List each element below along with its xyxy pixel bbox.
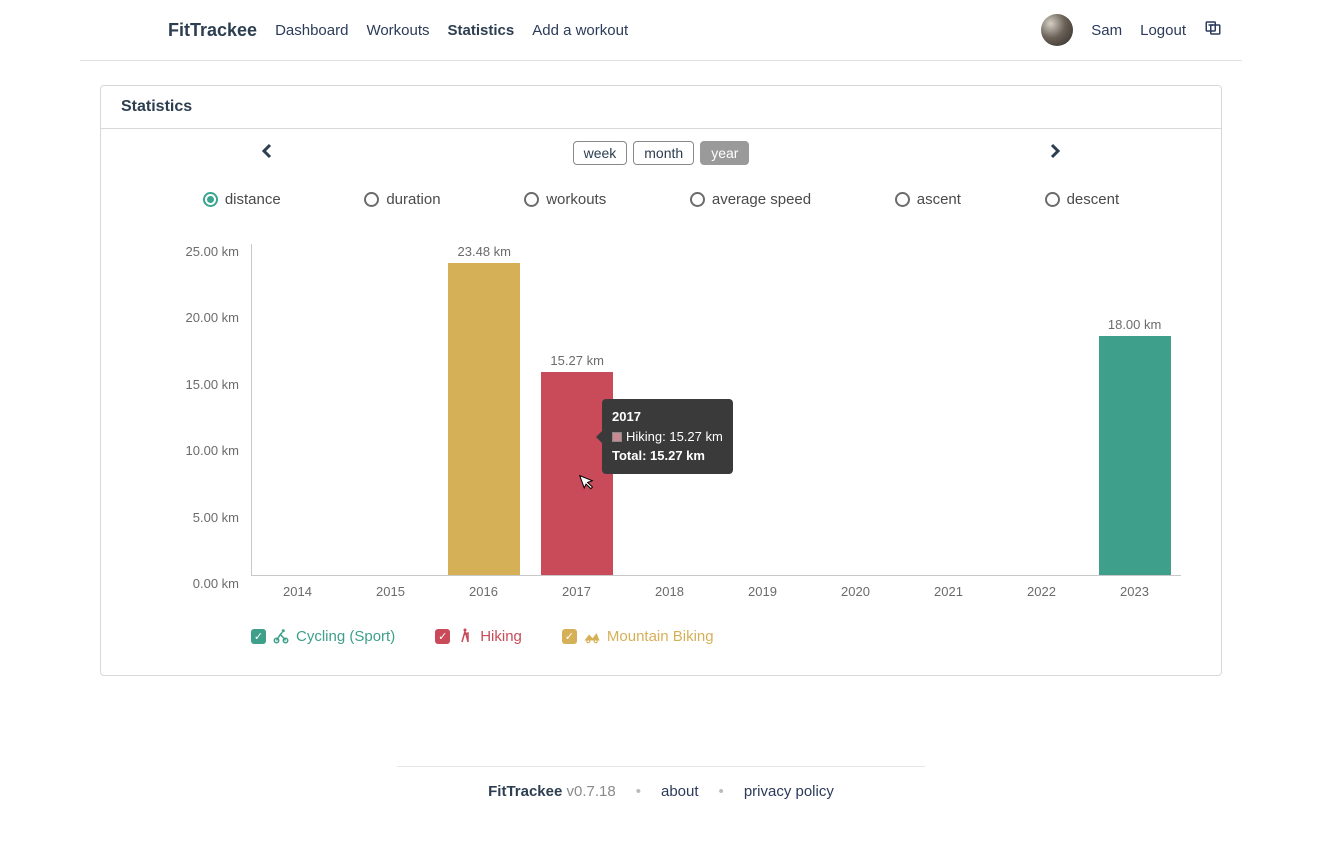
sport-icon	[272, 627, 290, 645]
nav-workouts[interactable]: Workouts	[366, 22, 429, 39]
checkbox-icon: ✓	[562, 629, 577, 644]
header-right: Sam Logout	[1041, 14, 1222, 46]
tooltip-total: Total: 15.27 km	[612, 446, 723, 466]
radio-icon	[203, 192, 218, 207]
x-axis: 2014201520162017201820192020202120222023	[251, 576, 1181, 599]
statistics-card: Statistics week month year distance durat…	[100, 85, 1222, 676]
avatar[interactable]	[1041, 14, 1073, 46]
footer-privacy[interactable]: privacy policy	[744, 783, 834, 800]
checkbox-icon: ✓	[251, 629, 266, 644]
bar-slot-2014	[252, 244, 345, 575]
legend-label: Mountain Biking	[607, 628, 714, 645]
legend-item-cycling-sport-[interactable]: ✓ Cycling (Sport)	[251, 627, 395, 645]
bar-2023[interactable]	[1099, 336, 1171, 575]
legend-label: Cycling (Sport)	[296, 628, 395, 645]
nav-dashboard[interactable]: Dashboard	[275, 22, 348, 39]
next-button[interactable]	[1049, 143, 1061, 164]
bar-slot-2023: 18.00 km	[1088, 244, 1181, 575]
x-tick: 2015	[344, 576, 437, 599]
radio-icon	[895, 192, 910, 207]
legend-item-mountain-biking[interactable]: ✓ Mountain Biking	[562, 627, 714, 645]
x-tick: 2022	[995, 576, 1088, 599]
metric-ascent[interactable]: ascent	[895, 191, 961, 208]
metric-label: workouts	[546, 191, 606, 208]
x-tick: 2016	[437, 576, 530, 599]
brand[interactable]: FitTrackee	[168, 20, 257, 41]
metric-workouts[interactable]: workouts	[524, 191, 606, 208]
x-tick: 2018	[623, 576, 716, 599]
metric-label: duration	[386, 191, 440, 208]
logout-link[interactable]: Logout	[1140, 22, 1186, 39]
header: FitTrackee Dashboard Workouts Statistics…	[80, 0, 1242, 61]
x-tick: 2023	[1088, 576, 1181, 599]
footer-dot: •	[636, 783, 641, 800]
metric-label: average speed	[712, 191, 811, 208]
footer-brand: FitTrackee v0.7.18	[488, 783, 616, 800]
tooltip-title: 2017	[612, 407, 723, 427]
tooltip-line: Hiking: 15.27 km	[612, 427, 723, 447]
radio-icon	[690, 192, 705, 207]
bar-label: 18.00 km	[1108, 317, 1161, 332]
sport-legend: ✓ Cycling (Sport) ✓ Hiking ✓ Mountain Biking	[101, 609, 1221, 675]
footer-dot: •	[719, 783, 724, 800]
bar-label: 23.48 km	[458, 244, 511, 259]
x-tick: 2014	[251, 576, 344, 599]
bar-slot-2022	[995, 244, 1088, 575]
nav-statistics[interactable]: Statistics	[448, 22, 515, 39]
plot-area: 23.48 km 15.27 km 18.00 km 2017 Hiking: 15…	[251, 244, 1181, 576]
metric-descent[interactable]: descent	[1045, 191, 1120, 208]
sport-icon	[456, 627, 474, 645]
metric-duration[interactable]: duration	[364, 191, 440, 208]
legend-label: Hiking	[480, 628, 522, 645]
checkbox-icon: ✓	[435, 629, 450, 644]
radio-icon	[364, 192, 379, 207]
chart-tooltip: 2017 Hiking: 15.27 km Total: 15.27 km	[602, 399, 733, 474]
y-axis: 0.00 km5.00 km10.00 km15.00 km20.00 km25…	[141, 244, 251, 576]
bar-slot-2021	[902, 244, 995, 575]
metric-label: distance	[225, 191, 281, 208]
bar-slot-2020	[809, 244, 902, 575]
period-week[interactable]: week	[573, 141, 628, 165]
chart: 0.00 km5.00 km10.00 km15.00 km20.00 km25…	[141, 244, 1181, 599]
x-tick: 2019	[716, 576, 809, 599]
bar-slot-2015	[345, 244, 438, 575]
user-link[interactable]: Sam	[1091, 22, 1122, 39]
nav-add-workout[interactable]: Add a workout	[532, 22, 628, 39]
bar-2016[interactable]	[448, 263, 520, 575]
radio-icon	[524, 192, 539, 207]
period-group: week month year	[573, 141, 750, 165]
header-left: FitTrackee Dashboard Workouts Statistics…	[168, 20, 628, 41]
metric-radios: distance duration workouts average speed asc…	[101, 177, 1221, 214]
sport-icon	[583, 627, 601, 645]
bar-slot-2016: 23.48 km	[438, 244, 531, 575]
x-tick: 2017	[530, 576, 623, 599]
footer: FitTrackee v0.7.18 • about • privacy pol…	[397, 766, 926, 816]
legend-item-hiking[interactable]: ✓ Hiking	[435, 627, 522, 645]
prev-button[interactable]	[261, 143, 273, 164]
x-tick: 2021	[902, 576, 995, 599]
metric-distance[interactable]: distance	[203, 191, 281, 208]
tooltip-swatch	[612, 432, 622, 442]
time-controls: week month year	[101, 129, 1221, 177]
radio-icon	[1045, 192, 1060, 207]
language-icon[interactable]	[1204, 19, 1222, 42]
period-year[interactable]: year	[700, 141, 749, 165]
metric-label: ascent	[917, 191, 961, 208]
metric-label: descent	[1067, 191, 1120, 208]
metric-average-speed[interactable]: average speed	[690, 191, 811, 208]
period-month[interactable]: month	[633, 141, 694, 165]
x-tick: 2020	[809, 576, 902, 599]
footer-about[interactable]: about	[661, 783, 699, 800]
bar-label: 15.27 km	[550, 353, 603, 368]
card-title: Statistics	[101, 86, 1221, 129]
